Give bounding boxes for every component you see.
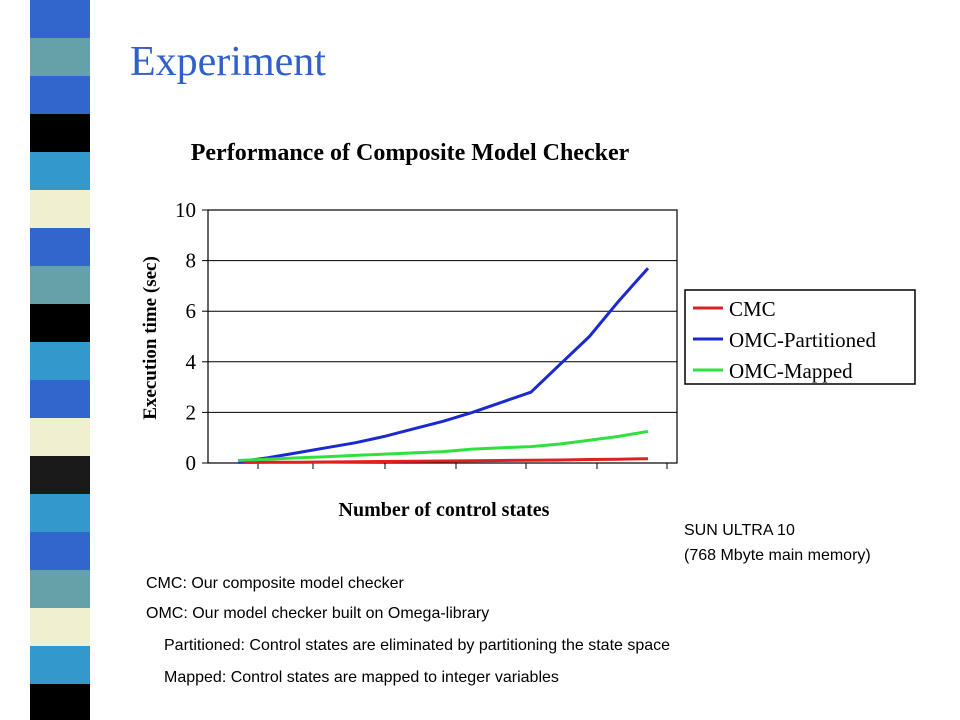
system-line-2: (768 Mbyte main memory) [684, 547, 871, 564]
stripe-segment [30, 114, 90, 152]
plot-area: 0 2 4 6 8 10 [175, 198, 678, 475]
y-tick-label: 4 [186, 350, 197, 374]
decorative-stripe-bar [0, 0, 110, 720]
series-line-omc-partitioned [237, 267, 650, 464]
legend-label: CMC [729, 297, 776, 321]
chart-title: Performance of Composite Model Checker [191, 140, 630, 166]
x-axis-label: Number of control states [339, 499, 550, 521]
stripe-segment [30, 380, 90, 418]
legend: CMC OMC-Partitioned OMC-Mapped [684, 289, 916, 385]
stripe-segment [30, 684, 90, 720]
stripe-segment [30, 152, 90, 190]
y-tick-label: 0 [186, 451, 197, 475]
stripe-segment [30, 266, 90, 304]
legend-label: OMC-Mapped [729, 359, 853, 383]
stripe-segment [30, 228, 90, 266]
system-line-1: SUN ULTRA 10 [684, 522, 795, 539]
series-line-cmc [237, 457, 649, 464]
note-omc: OMC: Our model checker built on Omega-li… [146, 605, 490, 622]
series-line-omc-mapped [237, 429, 649, 462]
line-chart: Performance of Composite Model Checker 0… [140, 140, 916, 521]
stripe-segment [30, 532, 90, 570]
y-axis-label: Execution time (sec) [140, 256, 161, 420]
note-mapped: Mapped: Control states are mapped to int… [164, 669, 559, 686]
stripe-segment [30, 38, 90, 76]
slide-title: Experiment [130, 39, 326, 85]
stripe-segment [30, 608, 90, 646]
note-cmc: CMC: Our composite model checker [146, 575, 404, 592]
stripe-segment [30, 304, 90, 342]
stripe-segment [30, 646, 90, 684]
legend-label: OMC-Partitioned [729, 328, 876, 352]
y-tick-label: 10 [175, 198, 196, 222]
y-tick-label: 6 [186, 299, 197, 323]
y-tick-label: 2 [186, 400, 197, 424]
stripe-segment [30, 0, 90, 38]
stripe-segment [30, 456, 90, 494]
stripe-segment [30, 494, 90, 532]
stripe-segment [30, 76, 90, 114]
y-tick-label: 8 [186, 249, 197, 273]
legend-box [684, 289, 916, 385]
stripe-segment [30, 190, 90, 228]
plot-frame [207, 209, 678, 464]
stripe-segment [30, 418, 90, 456]
stripe-segment [30, 342, 90, 380]
stripe-segment [30, 570, 90, 608]
note-partitioned: Partitioned: Control states are eliminat… [164, 637, 671, 654]
